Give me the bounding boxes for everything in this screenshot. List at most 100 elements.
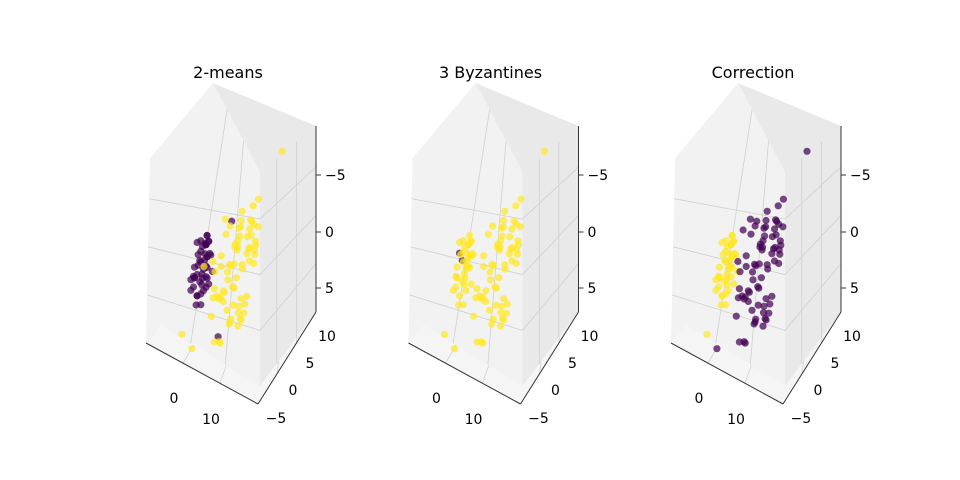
scatter-point (741, 339, 749, 347)
scatter-point (480, 262, 488, 271)
scatter-point (505, 250, 513, 258)
scatter-point (249, 202, 257, 210)
scatter-point (463, 256, 471, 264)
scatter-point (223, 306, 231, 314)
scatter-point (501, 207, 509, 215)
scatter-point (753, 217, 761, 225)
scatter-point (237, 216, 245, 225)
scatter-point (765, 309, 773, 317)
scatter-point (757, 274, 766, 282)
scatter-point (221, 215, 229, 223)
x-axis-line (145, 342, 259, 405)
scatter-series-1 (703, 231, 741, 338)
grid-lines (671, 109, 842, 384)
scatter-point (746, 215, 755, 223)
y-tick-label: 5 (568, 356, 577, 372)
scatter-point (759, 322, 767, 330)
scatter-point (237, 295, 245, 303)
scatter-point (775, 259, 783, 268)
scatter-point (211, 268, 219, 276)
scatter-point (727, 273, 735, 281)
y-tick-label: 0 (551, 383, 560, 399)
scatter-point (495, 274, 503, 282)
scatter-point (727, 241, 735, 249)
scatter-point (512, 220, 520, 228)
x-tick-label: 0 (170, 391, 179, 407)
z-tick-label: 0 (325, 225, 334, 241)
x-tick-label: 10 (465, 412, 483, 428)
scatter-point (226, 222, 234, 230)
scatter-point (236, 232, 244, 240)
scatter-point (450, 345, 458, 353)
scatter-point (722, 290, 730, 298)
scatter-point (503, 300, 511, 308)
scatter-point (231, 240, 239, 248)
scatter-point (506, 233, 514, 241)
scatter-point (517, 195, 525, 203)
scatter-point (482, 287, 490, 295)
scatter-point (200, 262, 208, 271)
scatter-point (502, 309, 510, 317)
y-tick-label: 10 (318, 329, 336, 345)
scatter-point (501, 261, 509, 269)
scatter-point (721, 278, 729, 286)
scatter-point (178, 330, 186, 338)
scatter-point (703, 330, 711, 338)
scatter-point (762, 216, 770, 225)
scatter-point (238, 207, 246, 215)
scatter-series-2 (440, 147, 549, 353)
axes (670, 126, 842, 405)
x-axis-line (670, 342, 784, 405)
scatter-point (494, 240, 502, 248)
scatter-point (240, 309, 248, 317)
scatter-point (229, 283, 237, 291)
pane-floor (671, 312, 841, 404)
scatter-point (512, 202, 520, 210)
scatter-point (453, 274, 461, 282)
scatter-point (467, 237, 475, 245)
scatter-point (209, 294, 217, 302)
scatter-point (217, 252, 225, 260)
scatter-point (222, 230, 230, 238)
scatter-point (745, 288, 754, 296)
scatter-point (755, 260, 763, 268)
scatter-point (210, 285, 218, 293)
scatter-point (194, 251, 202, 259)
grid-lines (146, 109, 317, 384)
z-tick-label: −5 (850, 168, 871, 184)
x-tick-label: 10 (727, 412, 745, 428)
x-tick-label: 0 (432, 391, 441, 407)
scatter-point (459, 301, 467, 309)
scatter-point (497, 224, 506, 232)
scatter-point (749, 276, 757, 284)
scatter-point (216, 339, 224, 347)
scatter-point (235, 302, 243, 310)
scatter-point (472, 294, 480, 302)
scatter-point (734, 294, 743, 302)
scatter-point (473, 338, 481, 346)
scatter-point (462, 287, 470, 295)
pane-back-right (213, 83, 316, 386)
scatter-point (742, 252, 750, 260)
scatter-point (237, 316, 245, 324)
scatter-point (775, 246, 783, 254)
z-tick-label: −5 (588, 168, 609, 184)
scatter-point (187, 276, 195, 284)
scatter-point (763, 207, 771, 215)
pane-floor (408, 312, 579, 404)
y-tick-label: 5 (831, 356, 840, 372)
scatter-point (497, 302, 506, 310)
scatter-point (736, 268, 744, 276)
axes (145, 126, 317, 405)
scatter-point (721, 256, 729, 265)
scatter-point (203, 231, 211, 240)
scatter-point (715, 263, 724, 271)
chart-title: Correction (712, 63, 795, 82)
scatter-point (713, 345, 721, 353)
y-tick-label: 0 (289, 383, 298, 399)
scatter-point (748, 268, 757, 276)
scatter-point (457, 251, 465, 259)
